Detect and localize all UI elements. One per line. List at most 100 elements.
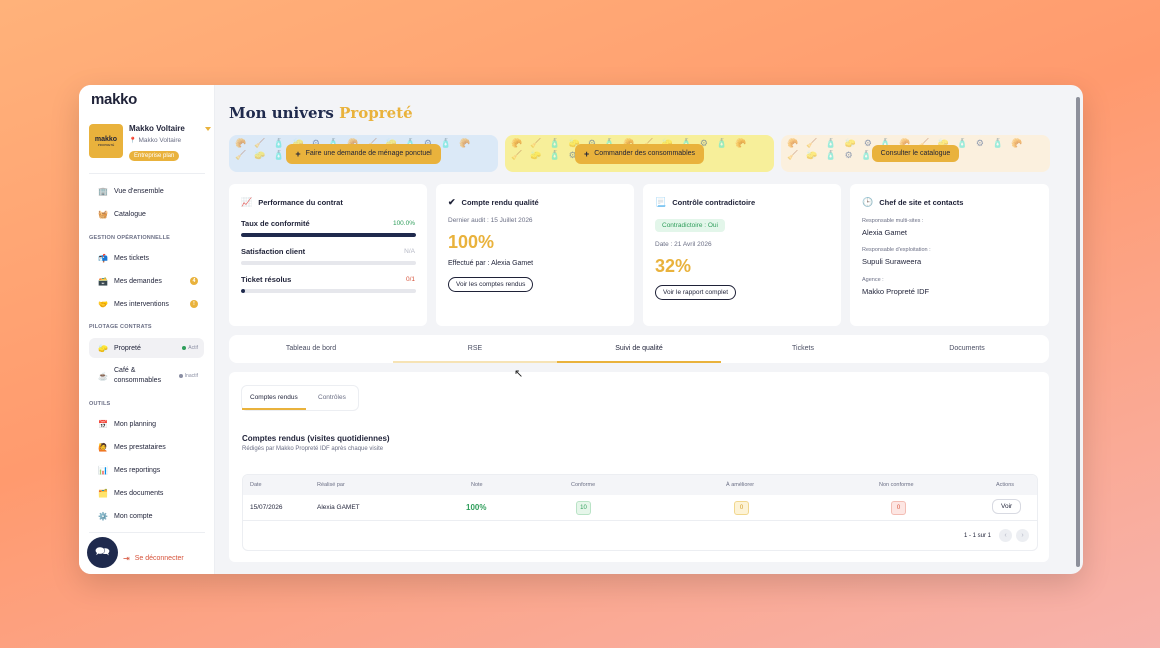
banner-catalogue[interactable]: 🥐🧹🧴🧽⚙🧴🥐🧹🧽🧴⚙🧴🥐🧹🧽🧴⚙🧴 Consulter le catalogu… [781,135,1050,172]
plan-badge: Entreprise plan [129,151,180,161]
subtab-controls[interactable]: Contrôles [318,394,346,401]
contact-role: Responsable d'exploitation : [862,247,931,253]
tab-rse[interactable]: RSE [467,345,483,352]
next-page-button[interactable]: › [1016,529,1029,542]
nav-item-demandes[interactable]: 🗃️ Mes demandes 4 [89,272,204,290]
banner-consommables[interactable]: 🥐🧹🧴🧽⚙🧴🥐🧹🧽🧴⚙🧴🥐🧹🧽🧴⚙🧴 + Commander des consom… [505,135,774,172]
logout-link[interactable]: ⇥ Se déconnecter [123,554,184,563]
chat-icon: 🗪 [95,544,110,558]
column-header: Note [471,482,483,488]
button-label: Faire une demande de ménage ponctuel [305,150,432,157]
view-full-report-button[interactable]: Voir le rapport complet [655,285,737,300]
nav-item-documents[interactable]: 🗂️ Mes documents [89,484,204,502]
progress-bar [241,289,416,293]
status-dot [182,346,187,350]
card-title: 🕒 Chef de site et contacts [862,197,963,208]
contact-name: Supuli Suraweera [862,257,922,266]
table-row[interactable]: 15/07/2026 Alexia GAMET 100% 10 0 0 Voir [243,495,1037,521]
section-title: Comptes rendus (visites quotidiennes) [242,434,390,443]
table-header: Date Réalisé par Note Conforme À amélior… [243,475,1037,495]
company-logo: makko PROPRETÉ [89,124,123,158]
column-header: Réalisé par [317,482,345,488]
progress-bar [241,261,416,265]
status-dot [178,374,183,378]
basket-icon: 🧺 [98,209,108,219]
nav-item-tickets[interactable]: 📬 Mes tickets [89,249,204,267]
nav-item-interventions[interactable]: 🤝 Mes interventions ! [89,295,204,313]
nav-item-overview[interactable]: 🏢 Vue d'ensemble [89,182,204,200]
banner-menage[interactable]: 🥐🧹🧴🧽⚙🧴🥐🧹🧽🧴⚙🧴🥐🧹🧽🧴⚙🧴 + Faire une demande de… [229,135,498,172]
banner-pattern: 🥐🧹🧴🧽⚙🧴🥐🧹🧽🧴⚙🧴🥐🧹🧽🧴⚙🧴 [511,138,755,160]
building-icon: 🏢 [98,186,108,196]
company-name: Makko Voltaire [129,124,185,133]
bar-chart-icon: 📊 [98,465,108,475]
tab-documents[interactable]: Documents [949,345,985,352]
control-date: Date : 21 Avril 2026 [655,241,712,248]
subtab-bar: Comptes rendus Contrôles [241,385,359,411]
app-logo[interactable]: makko [91,91,138,108]
metric-label: Ticket résolus [241,275,292,284]
chat-button[interactable]: 🗪 [87,537,118,568]
company-logo-text: makko [94,136,118,143]
section-label-tools: OUTILS [89,401,111,407]
nav-label: Mon planning [114,420,157,428]
subtab-reports[interactable]: Comptes rendus [242,386,306,410]
nav-label: Mes documents [114,489,164,497]
conforme-chip: 10 [576,501,591,515]
column-header: Conforme [571,482,596,488]
prev-page-button[interactable]: ‹ [999,529,1012,542]
view-reports-button[interactable]: Voir les comptes rendus [448,277,534,292]
chevron-down-icon[interactable] [205,127,211,131]
column-header: Non conforme [879,482,914,488]
nav-item-account[interactable]: ⚙️ Mon compte [89,507,204,525]
gear-icon: ⚙️ [98,511,108,521]
count-badge: 4 [190,277,198,285]
nav-item-catalogue[interactable]: 🧺 Catalogue [89,205,204,223]
nav-label: Mes demandes [114,277,162,285]
nav-label: Mes reportings [114,466,161,474]
tab-active-indicator [557,361,721,363]
status-badge: Actif [182,345,198,351]
divider [89,173,205,174]
company-location: 📍 Makko Voltaire [129,137,181,144]
metric-label: Satisfaction client [241,247,306,256]
progress-bar [241,233,416,237]
card-title-text: Compte rendu qualité [461,198,539,207]
chart-up-icon: 📈 [241,197,253,207]
view-button[interactable]: Voir [992,499,1022,514]
nav-item-cafe[interactable]: ☕ Café & consommables Inactif [89,364,204,388]
metric-label: Taux de conformité [241,219,310,228]
nav-label: Mes interventions [114,300,169,308]
metric-value: 100.0% [392,220,415,227]
card-title-text: Contrôle contradictoire [672,198,756,207]
handshake-icon: 🤝 [98,299,108,309]
sidebar: makko makko PROPRETÉ Makko Voltaire 📍 Mak… [79,85,215,574]
nav-item-proprete[interactable]: 🧽 Propreté Actif [89,338,204,358]
order-supplies-button[interactable]: + Commander des consommables [574,143,705,164]
mouse-cursor-icon: ↖ [514,368,524,380]
non-conforme-chip: 0 [891,501,906,515]
tab-dashboard[interactable]: Tableau de bord [285,345,337,352]
company-selector[interactable]: makko PROPRETÉ Makko Voltaire 📍 Makko Vol… [89,122,211,170]
tab-tickets[interactable]: Tickets [792,345,814,352]
scrollbar[interactable] [1076,97,1080,567]
sponge-icon: 🧽 [98,343,108,353]
section-label-contracts: PILOTAGE CONTRATS [89,324,152,330]
nav-item-reportings[interactable]: 📊 Mes reportings [89,461,204,479]
nav-label: Mes prestataires [114,443,166,451]
main-content: Mon univers Propreté 🥐🧹🧴🧽⚙🧴🥐🧹🧽🧴⚙🧴🥐🧹🧽🧴⚙🧴 … [215,85,1083,574]
company-location-text: Makko Voltaire [138,137,182,144]
request-cleaning-button[interactable]: + Faire une demande de ménage ponctuel [286,143,441,164]
nav-item-prestataires[interactable]: 🙋 Mes prestataires [89,438,204,456]
nav-item-planning[interactable]: 📅 Mon planning [89,415,204,433]
tab-quality[interactable]: Suivi de qualité [615,345,663,352]
column-header: Date [250,482,262,488]
contact-role: Responsable multi-sites : [862,218,924,224]
catalogue-button[interactable]: Consulter le catalogue [871,145,960,162]
quality-score: 100% [448,232,495,252]
card-contradictory: 📃 Contrôle contradictoire Contradictoire … [643,184,841,326]
page-title: Mon univers Propreté [229,104,413,122]
pagination: 1 - 1 sur 1 ‹ › [964,529,1029,542]
folder-icon: 🗂️ [98,488,108,498]
app-window: makko makko PROPRETÉ Makko Voltaire 📍 Mak… [79,85,1083,574]
